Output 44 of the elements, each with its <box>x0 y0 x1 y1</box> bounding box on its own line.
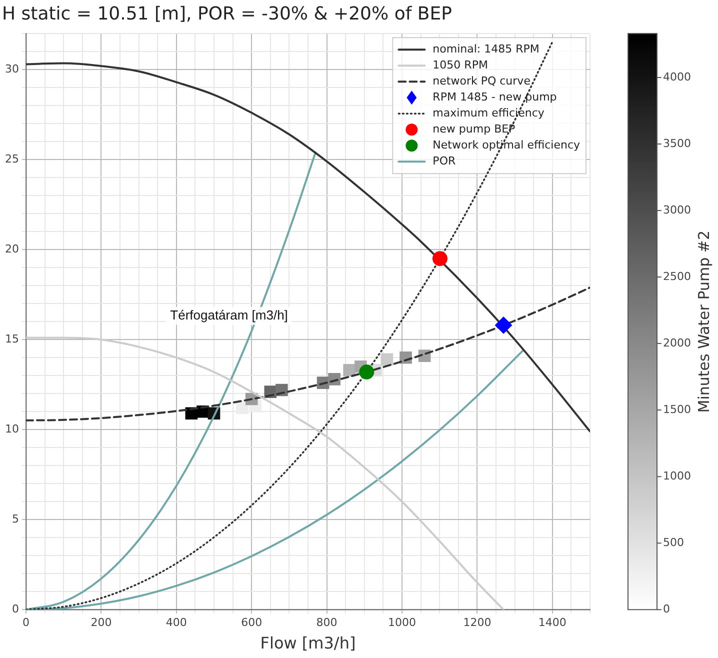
point <box>236 402 248 414</box>
y-tick-label: 25 <box>4 152 19 166</box>
legend-label: new pump BEP <box>432 122 516 136</box>
y-tick-label: 10 <box>4 422 19 436</box>
color-bar-label: 4000 <box>663 70 691 84</box>
x-tick-label: 200 <box>90 616 112 630</box>
point <box>495 316 512 334</box>
line-series <box>26 62 590 432</box>
color-bar-label: 1000 <box>663 469 691 482</box>
x-tick-label: 600 <box>241 616 262 630</box>
legend-label: Network optimal efficiency <box>432 138 580 152</box>
point <box>343 364 356 376</box>
y-tick-label: 5 <box>12 512 19 526</box>
line-series <box>26 286 590 422</box>
x-tick-label: 400 <box>166 616 187 630</box>
chart-title: H static = 10.51 [m], POR = -30% & +20% of BEP <box>2 3 452 24</box>
legend-label: RPM 1485 - new pump <box>432 90 557 104</box>
color-bar-label: 1500 <box>663 402 691 416</box>
y-tick-label: 0 <box>12 602 19 616</box>
point <box>359 364 374 380</box>
color-bar-label: 500 <box>663 536 684 549</box>
legend-label: 1050 RPM <box>432 58 488 72</box>
legend-label: nominal: 1485 RPM <box>432 42 540 56</box>
color-bar-label: 3500 <box>663 136 691 150</box>
legend-label: network PQ curve <box>432 74 531 88</box>
y-tick-label: 20 <box>4 242 19 256</box>
x-tick-label: 1400 <box>538 616 566 630</box>
x-tick-label: 1200 <box>463 616 492 630</box>
y-tick-label: 15 <box>4 332 19 346</box>
point <box>380 353 394 366</box>
color-bar-label: 3000 <box>663 203 691 216</box>
color-bar-label: 0 <box>663 602 670 616</box>
x-axis-title: Flow [m3/h] <box>260 634 356 653</box>
annotation: Térfogatáram [m3/h] <box>170 307 288 322</box>
x-tick-label: 800 <box>316 616 338 630</box>
x-tick-label: 0 <box>22 616 30 630</box>
color-bar-label: 2000 <box>663 336 691 350</box>
point <box>432 251 448 266</box>
color-bar-title: Minutes Water Pump #2 <box>694 230 713 413</box>
legend-label: maximum efficiency <box>432 106 545 120</box>
y-tick-label: 30 <box>4 62 19 76</box>
legend-label: POR <box>432 154 456 168</box>
x-tick-label: 1000 <box>388 616 416 630</box>
color-bar-label: 2500 <box>663 270 691 283</box>
